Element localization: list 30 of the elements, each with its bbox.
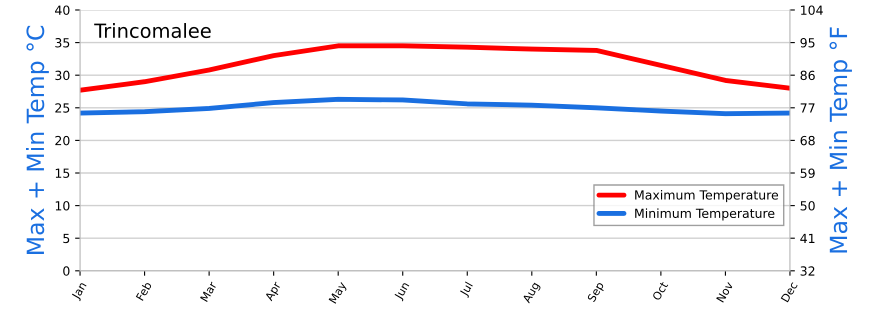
- y2-tick-label: 59: [800, 168, 815, 178]
- y-tick-label: 40: [55, 5, 70, 15]
- y-tick-label: 5: [63, 234, 70, 244]
- y2-tick-label: 86: [800, 70, 815, 80]
- x-tick-label: Jul: [458, 281, 475, 298]
- y-tick-label: 35: [55, 38, 70, 48]
- y2-tick-label: 77: [800, 103, 815, 113]
- y2-tick-label: 50: [800, 201, 815, 211]
- x-tick-label: Jan: [71, 282, 88, 302]
- y-tick-label: 20: [55, 136, 70, 146]
- y2-tick-label: 104: [801, 5, 823, 15]
- y2-tick-label: 95: [800, 38, 814, 48]
- x-tick-label: Jun: [394, 282, 412, 302]
- line-series: [80, 96, 790, 116]
- y2-tick-label: 68: [800, 136, 815, 146]
- y-axis-title: Max + Min Temp °C: [26, 26, 49, 254]
- text: Trincomalee: [94, 23, 211, 38]
- y-tick-label: 0: [63, 266, 70, 276]
- y-tick-label: 30: [55, 70, 70, 80]
- y2-axis-title: Max + Min Temp °F: [829, 27, 852, 252]
- x-tick-label: Feb: [136, 281, 152, 301]
- line-series: [80, 43, 790, 93]
- y-tick-label: 10: [56, 201, 70, 211]
- y2-tick-label: 41: [800, 234, 814, 243]
- x-tick-label: Oct: [652, 280, 668, 301]
- y2-tick-label: 32: [800, 266, 814, 276]
- legend-label: Maximum Temperature: [635, 190, 778, 202]
- y-tick-label: 25: [55, 103, 70, 113]
- y-tick-label: 15: [56, 168, 70, 178]
- legend-label: Minimum Temperature: [635, 208, 774, 220]
